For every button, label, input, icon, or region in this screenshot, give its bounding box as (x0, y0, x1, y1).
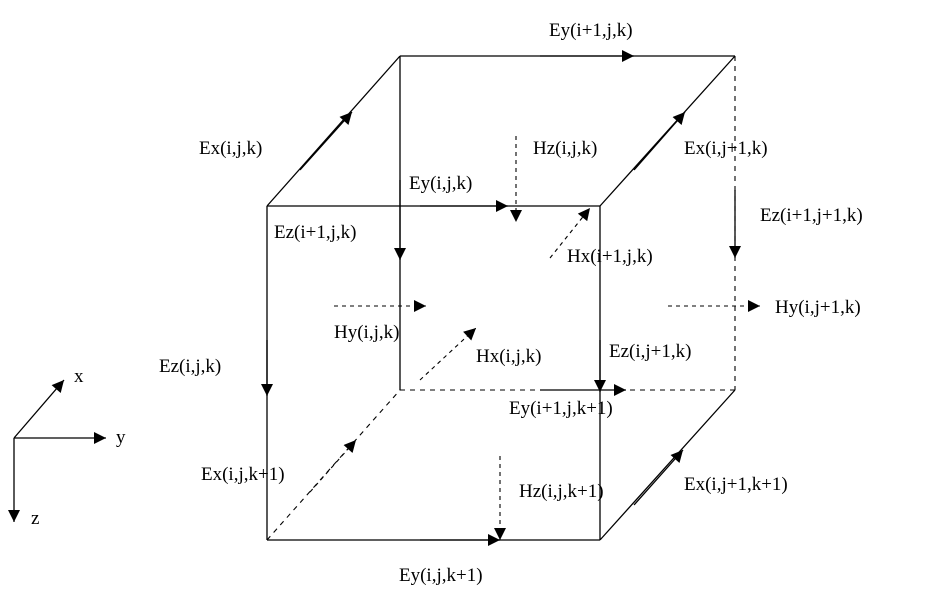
label-ez-i1-j1-k: Ez(i+1,j+1,k) (760, 205, 863, 226)
e-field-arrows (261, 50, 741, 546)
arrow-ex-i-j-k1 (309, 439, 357, 493)
h-field-arrows (309, 136, 760, 540)
arrow-ex-i-j-k (299, 111, 353, 171)
axis-y-label: y (116, 427, 126, 448)
label-hz-i-j-k1: Hz(i,j,k+1) (519, 481, 604, 502)
label-ex-i-j-k: Ex(i,j,k) (199, 138, 262, 159)
label-hy-i-j1-k: Hy(i,j+1,k) (775, 297, 861, 318)
label-ey-i-j-k1: Ey(i,j,k+1) (399, 565, 483, 586)
arrow-hx-i1-j-k (549, 207, 591, 259)
axis-x-label: x (74, 366, 84, 387)
label-hz-i-j-k: Hz(i,j,k) (533, 138, 597, 159)
arrow-ex-i-j1-k1 (633, 449, 684, 506)
label-ey-i-j-k: Ey(i,j,k) (409, 173, 472, 194)
label-ex-i-j1-k: Ex(i,j+1,k) (684, 138, 768, 159)
label-ez-i-j-k: Ez(i,j,k) (159, 356, 221, 377)
label-ex-i-j-k1: Ex(i,j,k+1) (201, 464, 285, 485)
axis-triad (8, 379, 106, 522)
axis-z-label: z (31, 508, 39, 529)
edge-bottom-right-diag (599, 389, 736, 541)
label-ex-i-j1-k1: Ex(i,j+1,k+1) (684, 474, 788, 495)
label-hx-i-j-k: Hx(i,j,k) (476, 346, 541, 367)
label-ez-i1-j-k: Ez(i+1,j,k) (274, 222, 356, 243)
axis-x-arrow (13, 379, 65, 439)
label-ey-i1-j-k1: Ey(i+1,j,k+1) (509, 398, 613, 419)
arrow-ex-i-j1-k (633, 111, 686, 171)
label-ey-i1-j-k: Ey(i+1,j,k) (549, 20, 633, 41)
label-hx-i1-j-k: Hx(i+1,j,k) (567, 246, 653, 267)
arrow-hx-i-j-k (419, 327, 477, 381)
edge-top-left-diag (266, 55, 401, 207)
label-ez-i-j1-k: Ez(i,j+1,k) (609, 341, 691, 362)
label-hy-i-j-k: Hy(i,j,k) (334, 322, 399, 343)
